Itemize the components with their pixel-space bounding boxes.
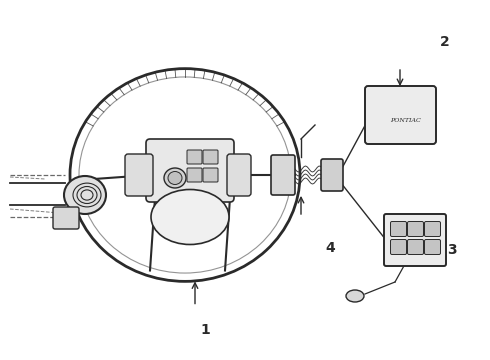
FancyBboxPatch shape	[384, 214, 446, 266]
Text: 3: 3	[447, 243, 457, 257]
FancyBboxPatch shape	[187, 150, 202, 164]
FancyBboxPatch shape	[203, 168, 218, 182]
FancyBboxPatch shape	[321, 159, 343, 191]
FancyBboxPatch shape	[424, 239, 441, 255]
FancyBboxPatch shape	[203, 150, 218, 164]
Text: 4: 4	[325, 241, 335, 255]
FancyBboxPatch shape	[424, 221, 441, 237]
Ellipse shape	[168, 171, 182, 184]
FancyBboxPatch shape	[187, 168, 202, 182]
Text: 1: 1	[200, 323, 210, 337]
Ellipse shape	[70, 69, 300, 282]
FancyBboxPatch shape	[408, 221, 423, 237]
FancyBboxPatch shape	[391, 221, 407, 237]
FancyBboxPatch shape	[408, 239, 423, 255]
Text: PONTIAC: PONTIAC	[390, 117, 420, 122]
FancyBboxPatch shape	[365, 86, 436, 144]
Text: 2: 2	[440, 35, 450, 49]
Ellipse shape	[151, 189, 229, 244]
FancyBboxPatch shape	[391, 239, 407, 255]
FancyBboxPatch shape	[146, 139, 234, 202]
Ellipse shape	[346, 290, 364, 302]
Ellipse shape	[164, 168, 186, 188]
Ellipse shape	[64, 176, 106, 214]
FancyBboxPatch shape	[53, 207, 79, 229]
FancyBboxPatch shape	[125, 154, 153, 196]
FancyBboxPatch shape	[227, 154, 251, 196]
FancyBboxPatch shape	[271, 155, 295, 195]
